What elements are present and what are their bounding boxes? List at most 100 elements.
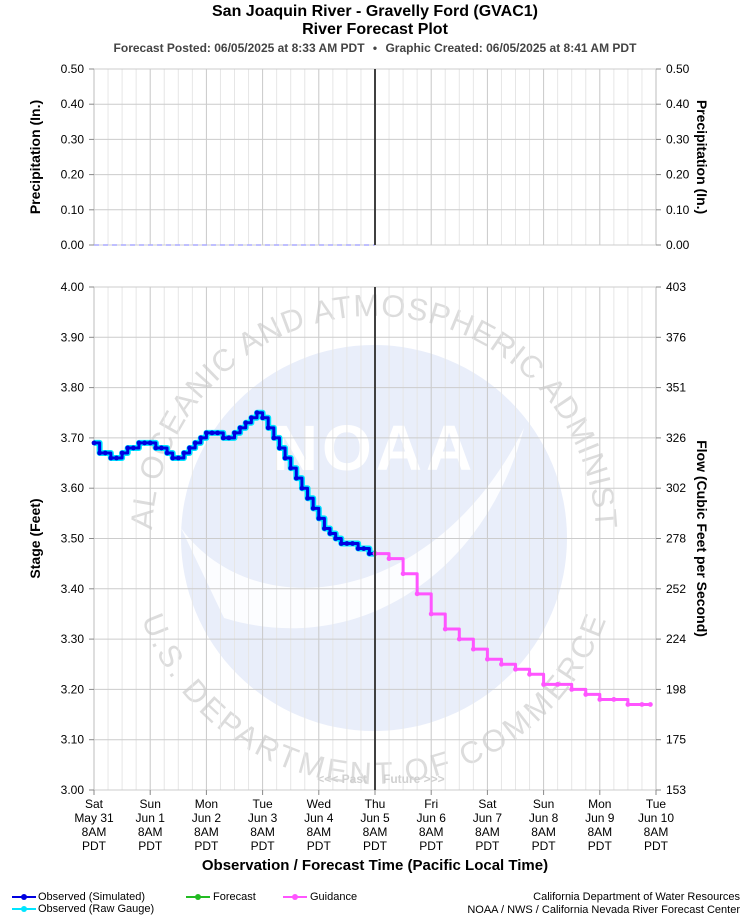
stage-ytick-right-label: 376 <box>666 330 686 344</box>
stage-ytick-label: 3.00 <box>61 783 85 797</box>
stage-ytick-right-label: 278 <box>666 532 686 546</box>
precip-ytick-label: 0.00 <box>61 238 85 252</box>
observed-simulated-point <box>97 450 103 456</box>
xtick-label-line: 8AM <box>363 825 388 839</box>
legend-marker-observed-simulated-dot <box>21 894 27 900</box>
observed-simulated-point <box>248 415 254 421</box>
xtick-label-line: 8AM <box>531 825 556 839</box>
stage-ytick-right-label: 224 <box>666 632 686 646</box>
stage-ytick-right-label: 351 <box>666 381 686 395</box>
observed-simulated-point <box>260 415 265 421</box>
precip-ytick-right-label: 0.00 <box>666 238 690 252</box>
stage-ytick-right-label: 326 <box>666 431 686 445</box>
observed-simulated-point <box>226 435 232 441</box>
stage-ytick-right-label: 153 <box>666 783 686 797</box>
observed-simulated-point <box>293 475 299 481</box>
xtick-label-line: Jun 6 <box>417 811 447 825</box>
precip-ytick-label: 0.20 <box>61 168 85 182</box>
precip-ytick-label: 0.30 <box>61 132 85 146</box>
observed-simulated-point <box>147 440 153 446</box>
observed-simulated-point <box>277 445 282 451</box>
timestamp-line: Forecast Posted: 06/05/2025 at 8:33 AM P… <box>0 41 750 55</box>
stage-ytick-label: 3.80 <box>61 381 85 395</box>
xtick-label-line: Mon <box>588 797 611 811</box>
stage-ytick-right-label: 175 <box>666 733 686 747</box>
xtick-label-line: 8AM <box>587 825 612 839</box>
guidance-point <box>597 697 603 702</box>
observed-simulated-point <box>181 450 187 456</box>
xtick-label-line: Jun 10 <box>638 811 674 825</box>
observed-simulated-point <box>142 440 147 446</box>
observed-simulated-point <box>102 450 108 456</box>
xtick-label-line: PDT <box>363 839 388 853</box>
observed-simulated-point <box>344 541 350 546</box>
stage-ytick-label: 3.60 <box>61 481 85 495</box>
observed-simulated-point <box>232 430 237 436</box>
guidance-point <box>541 681 546 687</box>
stage-ytick-label: 3.70 <box>61 431 85 445</box>
observed-simulated-point <box>136 440 142 446</box>
stage-ylabel: Stage (Feet) <box>27 498 43 578</box>
xtick-label-line: Jun 3 <box>248 811 278 825</box>
observed-simulated-point <box>282 455 288 461</box>
xtick-label-line: 8AM <box>644 825 669 839</box>
xtick-label-line: 8AM <box>306 825 331 839</box>
precip-ytick-label: 0.10 <box>61 203 85 217</box>
guidance-point <box>513 666 518 672</box>
xtick-label-line: Jun 8 <box>529 811 559 825</box>
precip-ytick-label: 0.40 <box>61 97 85 111</box>
precip-ylabel: Precipitation (In.) <box>27 100 43 214</box>
observed-simulated-point <box>361 546 367 551</box>
precipitation-panel: 0.00 0.00 0.10 0.10 0.20 0.20 0.30 0.30 0.40 0.40… <box>27 62 710 252</box>
xtick-label-line: Fri <box>424 797 438 811</box>
observed-simulated-point <box>322 526 327 531</box>
observed-simulated-point <box>125 445 131 451</box>
legend-observed-simulated: Observed (Simulated) <box>38 891 145 903</box>
stage-ytick-right-label: 302 <box>666 481 686 495</box>
watermark-seagull-shape <box>181 428 524 629</box>
observed-simulated-point <box>198 435 204 441</box>
xtick-label-line: Tue <box>646 797 667 811</box>
legend-markers <box>12 894 307 912</box>
xtick-label-line: 8AM <box>250 825 275 839</box>
observed-simulated-point <box>299 485 305 491</box>
guidance-point <box>386 556 392 562</box>
guidance-point <box>527 671 532 677</box>
observed-simulated-point <box>209 430 215 436</box>
observed-simulated-point <box>316 515 322 521</box>
observed-simulated-point <box>338 541 344 546</box>
observed-simulated-point <box>114 455 119 461</box>
xtick-label-line: 8AM <box>194 825 219 839</box>
observed-simulated-point <box>130 445 136 451</box>
guidance-point <box>555 681 561 687</box>
xtick-label-line: Sun <box>140 797 161 811</box>
observed-simulated-point <box>91 440 97 446</box>
xtick-label-line: Jun 9 <box>585 811 615 825</box>
x-axis-label: Observation / Forecast Time (Pacific Loc… <box>202 857 548 874</box>
precip-ylabel-right: Precipitation (In.) <box>694 100 710 214</box>
legend-marker-observed-raw-dot <box>21 906 27 912</box>
legend-marker-forecast-dot <box>195 894 201 900</box>
observed-simulated-point <box>254 410 260 416</box>
xtick-label-line: Jun 2 <box>192 811 222 825</box>
observed-simulated-point <box>164 450 170 456</box>
observed-simulated-point <box>192 440 198 446</box>
credit-dwr: California Department of Water Resources <box>533 891 740 903</box>
xtick-label-line: PDT <box>251 839 276 853</box>
guidance-point <box>428 611 434 617</box>
xtick-label-line: Sun <box>533 797 554 811</box>
guidance-point <box>583 692 589 697</box>
xtick-label-line: PDT <box>194 839 219 853</box>
observed-simulated-point <box>170 455 176 461</box>
observed-simulated-point <box>175 455 181 461</box>
xtick-label-line: May 31 <box>74 811 114 825</box>
